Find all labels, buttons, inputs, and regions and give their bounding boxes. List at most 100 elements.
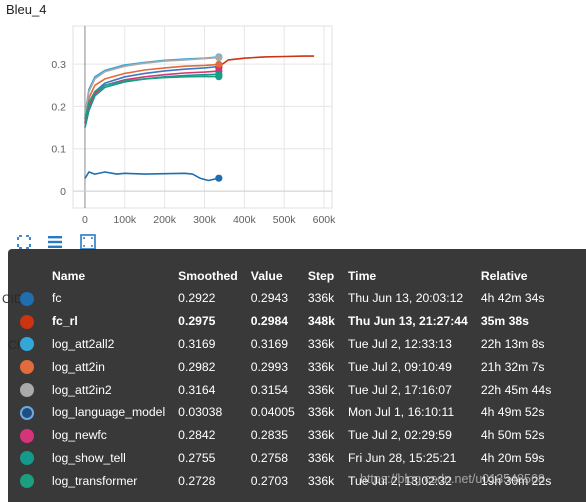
tooltip-row: fc_rl 0.2975 0.2984 348k Thu Jun 13, 21:27:4… [20, 310, 558, 333]
header-value: Value [250, 269, 283, 283]
tooltip-cell-value: 0.04005 [250, 405, 295, 420]
series-color-dot [20, 382, 34, 397]
series-color-dot [20, 291, 34, 306]
plot-frame [72, 25, 333, 209]
tooltip-row: log_transformer 0.2728 0.2703 336k Tue Jul 2… [20, 469, 558, 492]
header-relative: Relative [480, 269, 528, 283]
header-name: Name [52, 269, 86, 283]
tooltip-cell-smoothed: 0.2755 [178, 450, 216, 465]
tooltip-cell-time: Fri Jun 28, 15:25:21 [347, 450, 457, 465]
tooltip-cell-time: Tue Jul 2, 12:33:13 [347, 336, 452, 351]
series-color-dot [20, 337, 34, 352]
chart-title: Bleu_4 [6, 2, 47, 17]
tooltip-cell-name: log_att2all2 [52, 336, 115, 351]
x-tick-label: 100k [113, 214, 137, 226]
tooltip-cell-value: 0.2835 [250, 428, 289, 443]
tooltip-cell-smoothed: 0.2922 [178, 291, 216, 306]
x-tick-label: 600k [313, 214, 337, 226]
y-tick-label: 0.2 [51, 101, 66, 113]
tooltip-cell-relative: 4h 50m 52s [480, 428, 545, 443]
tooltip-cell-step: 336k [307, 291, 335, 306]
tooltip-cell-time: Tue Jul 2, 09:10:49 [347, 359, 452, 374]
tooltip-cell-step: 336k [307, 473, 335, 488]
tooltip-cell-step: 348k [307, 314, 335, 329]
fit-domain-icon[interactable] [80, 234, 96, 250]
tooltip-cell-name: log_newfc [52, 428, 107, 443]
tooltip-cell-value: 0.2943 [250, 291, 289, 306]
series-line-log_att2in2 [84, 56, 219, 116]
tooltip-row: log_show_tell 0.2755 0.2758 336k Fri Jun 28,… [20, 447, 558, 470]
tooltip-cell-time: Thu Jun 13, 21:27:44 [347, 314, 468, 329]
series-dot-cell [20, 378, 46, 401]
series-dot-cell [20, 424, 46, 447]
series-line-log_transformer [84, 75, 219, 120]
tooltip-cell-name: log_att2in [52, 359, 105, 374]
tooltip-cell-step: 336k [307, 382, 335, 397]
x-tick-label: 300k [193, 214, 217, 226]
series-dot-cell [20, 310, 46, 333]
tooltip-cell-smoothed: 0.2975 [178, 314, 216, 329]
tooltip-cell-relative: 4h 20m 59s [480, 450, 545, 465]
y-tick-label: 0.3 [51, 59, 66, 71]
tooltip-cell-name: log_att2in2 [52, 382, 112, 397]
bleu4-chart: 0 0.1 0.2 0.3 0 100k 200k 300k 400k 500k 600k [51, 25, 337, 226]
series-line-log_att2in [84, 63, 219, 120]
expand-icon[interactable] [16, 234, 32, 250]
watermark: https://blog.csdn.net/u013548568 [360, 472, 545, 486]
series-color-dot [20, 428, 34, 443]
series-point-log_att2in2 [215, 53, 223, 62]
tooltip-cell-smoothed: 0.2842 [178, 428, 216, 443]
x-tick-label: 500k [273, 214, 297, 226]
tooltip-cell-smoothed: 0.3164 [178, 382, 216, 397]
tooltip-row: log_att2in 0.2982 0.2993 336k Tue Jul 2, 09:… [20, 355, 558, 378]
series-point-log_transformer [215, 73, 223, 81]
tooltip-row: log_att2all2 0.3169 0.3169 336k Tue Jul 2, 1… [20, 333, 558, 356]
series-color-dot [20, 451, 34, 466]
tooltip-cell-value: 0.3169 [250, 336, 289, 351]
series-point-log_att2in [215, 60, 223, 68]
tooltip-cell-relative: 22h 45m 44s [480, 382, 552, 397]
series-color-dot [20, 405, 34, 420]
series-line-log_newfc [84, 70, 219, 124]
series-color-dot [20, 360, 34, 375]
tooltip-cell-relative: 35m 38s [480, 314, 529, 329]
series-color-dot [20, 314, 34, 329]
tooltip-cell-relative: 21h 32m 7s [480, 359, 545, 374]
series-dot-cell [20, 401, 46, 424]
tooltip-cell-name: fc_rl [52, 314, 78, 329]
x-tick-label: 0 [82, 214, 88, 226]
tooltip-cell-smoothed: 0.2728 [178, 473, 216, 488]
tooltip-cell-name: log_language_model [52, 405, 166, 420]
tooltip-cell-value: 0.2703 [250, 473, 289, 488]
tooltip-cell-step: 336k [307, 450, 335, 465]
tooltip-cell-step: 336k [307, 405, 335, 420]
tooltip-row: fc 0.2922 0.2943 336k Thu Jun 13, 20:03:12 4h… [20, 287, 558, 310]
header-dot [20, 265, 46, 287]
tooltip-row: log_att2in2 0.3164 0.3154 336k Tue Jul 2, 17… [20, 378, 558, 401]
chart-tooltip: Name Smoothed Value Step Time Relative f… [8, 249, 586, 502]
tooltip-cell-step: 336k [307, 428, 335, 443]
tooltip-cell-relative: 4h 49m 52s [480, 405, 545, 420]
tooltip-header-row: Name Smoothed Value Step Time Relative [20, 265, 558, 287]
toggle-log-scale-icon[interactable] [47, 234, 63, 250]
tooltip-cell-value: 0.2984 [250, 314, 289, 329]
tooltip-row: log_newfc 0.2842 0.2835 336k Tue Jul 2, 02:2… [20, 424, 558, 447]
tooltip-cell-time: Tue Jul 2, 13:02:32 [347, 473, 452, 488]
tooltip-cell-value: 0.3154 [250, 382, 289, 397]
series-dot-cell [20, 447, 46, 470]
tooltip-cell-name: log_transformer [52, 473, 138, 488]
series-line-log_language_model [84, 171, 219, 182]
tooltip-cell-time: Tue Jul 2, 17:16:07 [347, 382, 452, 397]
header-time: Time [347, 269, 377, 283]
x-tick-label: 200k [153, 214, 177, 226]
tooltip-cell-smoothed: 0.3169 [178, 336, 216, 351]
tooltip-cell-value: 0.2993 [250, 359, 289, 374]
tooltip-cell-value: 0.2758 [250, 450, 289, 465]
series-dot-cell [20, 469, 46, 492]
tooltip-cell-smoothed: 0.2982 [178, 359, 216, 374]
y-tick-label: 0.1 [51, 144, 66, 156]
tooltip-row: log_language_model 0.03038 0.04005 336k Mon … [20, 401, 558, 424]
series-dot-cell [20, 287, 46, 310]
series-line-fc_rl [218, 55, 315, 69]
tooltip-cell-step: 336k [307, 359, 335, 374]
